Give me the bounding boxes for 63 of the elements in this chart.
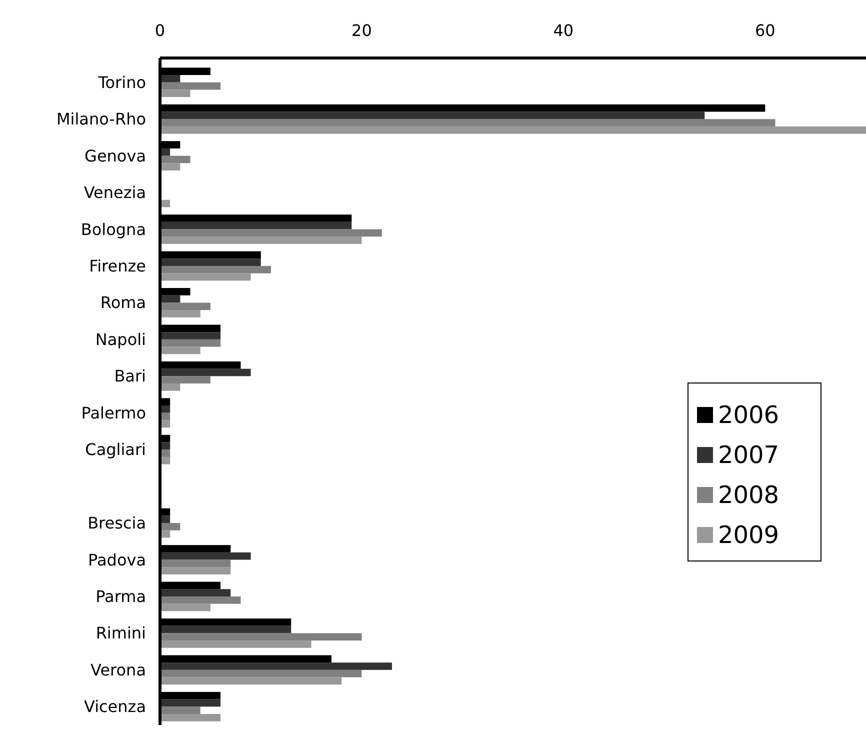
y-tick-label: Padova — [88, 550, 146, 570]
x-tick-label: 20 — [352, 21, 372, 40]
y-tick-label: Genova — [84, 146, 146, 166]
y-tick-label: Verona — [90, 660, 146, 680]
bar — [160, 706, 200, 714]
bar — [160, 229, 382, 237]
bar — [160, 346, 200, 354]
bar — [160, 266, 271, 274]
bar — [160, 589, 231, 596]
legend-label: 2008 — [718, 481, 780, 509]
y-tick-label: Rimini — [96, 624, 146, 643]
y-tick-label: Torino — [97, 72, 146, 92]
x-tick-label: 40 — [553, 21, 574, 40]
bar — [160, 258, 261, 266]
bar — [160, 112, 705, 120]
bar — [160, 626, 292, 634]
bar — [160, 560, 231, 568]
y-tick-label: Milano-Rho — [56, 110, 146, 129]
bar — [160, 302, 210, 310]
y-tick-label: Venezia — [84, 183, 146, 202]
bar — [160, 604, 210, 612]
y-tick-label: Cagliari — [85, 440, 146, 460]
bar — [160, 662, 392, 670]
bar — [160, 567, 231, 574]
y-tick-label: Bari — [114, 366, 146, 386]
y-tick-label: Vicenza — [84, 697, 146, 716]
bar — [160, 596, 241, 604]
legend-label: 2006 — [718, 401, 780, 429]
bar — [160, 552, 251, 560]
y-tick-label: Napoli — [95, 330, 146, 349]
bar — [160, 119, 776, 126]
bar — [160, 222, 352, 230]
bar — [160, 339, 221, 347]
legend-label: 2007 — [718, 441, 780, 469]
bar — [160, 332, 221, 340]
bar — [160, 273, 251, 281]
bar — [160, 156, 190, 164]
legend-label: 2009 — [718, 521, 780, 549]
bar — [160, 523, 180, 530]
x-tick-label: 60 — [754, 21, 776, 40]
y-tick-label: Firenze — [89, 256, 146, 276]
bar — [160, 714, 221, 722]
bar — [160, 310, 200, 318]
y-tick-label: Brescia — [88, 514, 146, 533]
bar — [160, 376, 210, 384]
bar — [160, 90, 190, 98]
y-tick-label: Parma — [96, 586, 146, 606]
bar — [160, 633, 362, 641]
x-tick-label: 0 — [154, 21, 166, 40]
bar — [160, 368, 251, 376]
bar — [160, 699, 221, 707]
y-tick-label: Bologna — [80, 220, 146, 239]
y-tick-label: Roma — [100, 293, 146, 312]
bar — [160, 640, 312, 648]
bar — [160, 677, 342, 685]
bar — [160, 236, 362, 244]
bar — [160, 163, 180, 170]
bar — [160, 75, 180, 82]
bar — [160, 383, 180, 391]
bar — [160, 82, 221, 90]
y-tick-label: Palermo — [81, 403, 146, 422]
bar — [160, 670, 362, 678]
bar — [160, 126, 866, 134]
